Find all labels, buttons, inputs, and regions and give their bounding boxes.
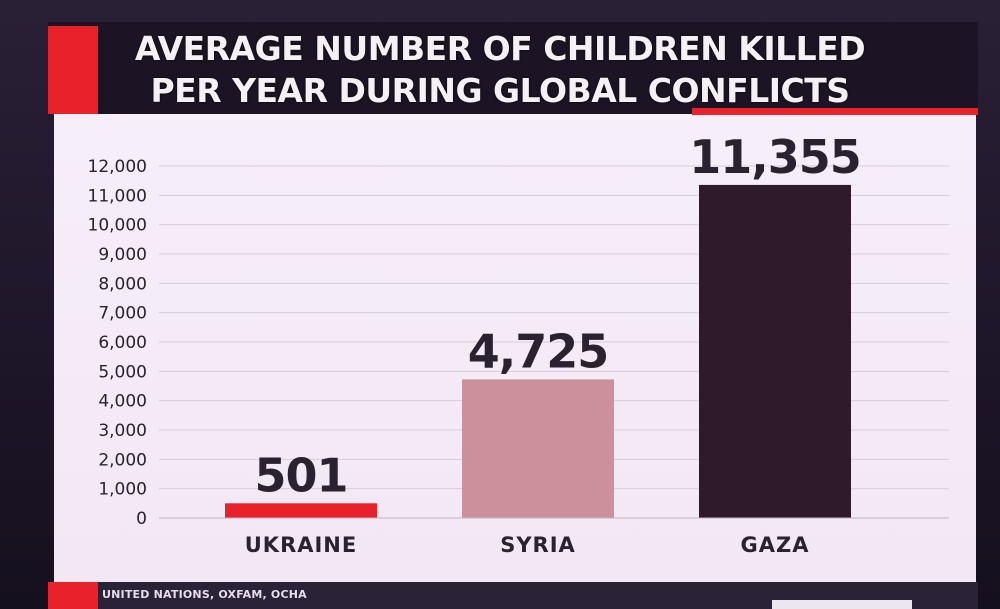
bar-chart: 0 1,000 2,000 3,000 4,000 5,000 6,000 7,000 8,00…: [88, 130, 949, 557]
y-tick-label: 5,000: [98, 362, 147, 382]
y-tick-label: 6,000: [98, 333, 147, 353]
y-tick-label: 3,000: [98, 421, 147, 441]
y-tick-label: 12,000: [88, 157, 147, 177]
y-tick-label: 4,000: [98, 392, 147, 412]
red-accent-right: [692, 108, 978, 115]
x-tick-label-gaza: GAZA: [741, 533, 810, 557]
y-tick-label: 10,000: [88, 216, 147, 236]
header-band: [48, 22, 978, 114]
data-label-gaza: 11,355: [689, 130, 861, 184]
data-label-ukraine: 501: [254, 448, 347, 502]
y-tick-label: 11,000: [88, 186, 147, 206]
chart-title: AVERAGE NUMBER OF CHILDREN KILLED PER YE…: [110, 28, 890, 112]
x-tick-label-syria: SYRIA: [500, 533, 576, 557]
title-line-2: PER YEAR DURING GLOBAL CONFLICTS: [150, 71, 850, 110]
red-accent-bottom: [48, 582, 98, 609]
title-line-1: AVERAGE NUMBER OF CHILDREN KILLED: [134, 29, 866, 68]
y-tick-label: 0: [136, 509, 147, 529]
y-tick-label: 1,000: [98, 480, 147, 500]
data-label-syria: 4,725: [468, 324, 609, 378]
y-tick-label: 8,000: [98, 274, 147, 294]
y-tick-label: 2,000: [98, 450, 147, 470]
bar-syria: [462, 379, 614, 518]
bar-gaza: [699, 184, 851, 519]
corner-graphic: [772, 600, 912, 609]
y-tick-label: 7,000: [98, 304, 147, 324]
bar-ukraine: [225, 503, 377, 518]
source-credit: UNITED NATIONS, OXFAM, OCHA: [102, 588, 307, 601]
y-tick-label: 9,000: [98, 245, 147, 265]
red-accent-left: [48, 26, 98, 114]
x-tick-label-ukraine: UKRAINE: [245, 533, 357, 557]
